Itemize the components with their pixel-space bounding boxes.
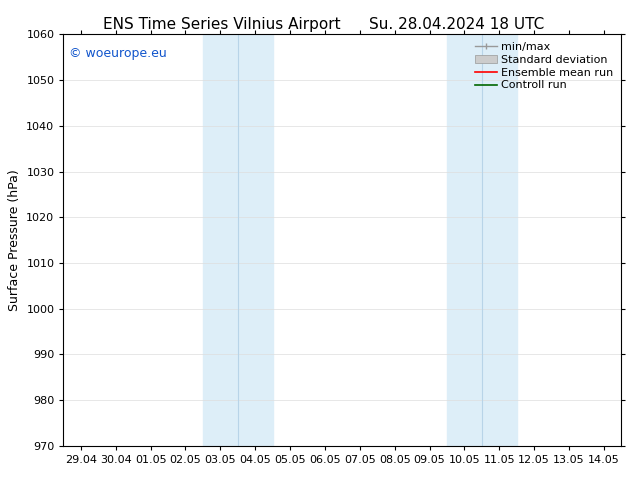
Bar	[447, 34, 517, 446]
Text: © woeurope.eu: © woeurope.eu	[69, 47, 167, 60]
Y-axis label: Surface Pressure (hPa): Surface Pressure (hPa)	[8, 169, 21, 311]
Bar	[203, 34, 273, 446]
Legend: min/max, Standard deviation, Ensemble mean run, Controll run: min/max, Standard deviation, Ensemble me…	[472, 40, 616, 93]
Text: Su. 28.04.2024 18 UTC: Su. 28.04.2024 18 UTC	[369, 17, 544, 32]
Text: ENS Time Series Vilnius Airport: ENS Time Series Vilnius Airport	[103, 17, 340, 32]
